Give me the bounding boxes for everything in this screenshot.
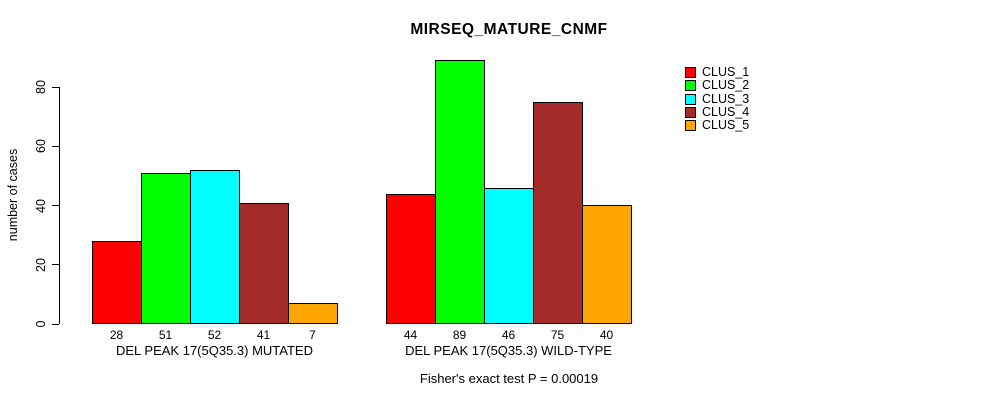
y-tick-mark-40 [52, 205, 59, 206]
bar-value-clus_3-group1: 52 [207, 328, 222, 342]
legend-swatch-clus_1 [685, 67, 696, 78]
legend-label-clus_1: CLUS_1 [702, 65, 750, 79]
y-tick-label-40: 40 [34, 198, 48, 213]
y-axis-line [59, 87, 60, 324]
y-tick-mark-20 [52, 264, 59, 266]
group-label-1: DEL PEAK 17(5Q35.3) MUTATED [116, 343, 313, 358]
group-label-2: DEL PEAK 17(5Q35.3) WILD-TYPE [405, 343, 612, 358]
bar-value-clus_2-group1: 51 [158, 328, 173, 342]
legend-swatch-clus_2 [685, 80, 696, 92]
bar-clus_3-group1 [190, 170, 240, 324]
bar-value-clus_3-group2: 46 [501, 328, 516, 342]
legend-label-clus_5: CLUS_5 [702, 118, 750, 133]
y-axis-label: number of cases [6, 148, 20, 242]
bar-value-clus_1-group1: 28 [109, 328, 124, 342]
bar-value-clus_4-group1: 41 [256, 328, 271, 342]
legend-label-clus_3: CLUS_3 [702, 91, 750, 106]
legend-swatch-clus_5 [685, 120, 696, 132]
chart-title: MIRSEQ_MATURE_CNMF [410, 21, 608, 38]
bar-clus_1-group1 [92, 241, 142, 324]
legend-label-clus_2: CLUS_2 [702, 78, 750, 93]
bar-value-clus_5-group1: 7 [309, 328, 316, 342]
bar-clus_4-group1 [239, 203, 289, 324]
y-tick-mark-0 [52, 323, 59, 325]
bar-clus_4-group2 [533, 102, 583, 324]
bar-value-clus_1-group2: 44 [403, 328, 418, 342]
fisher-test-annotation: Fisher's exact test P = 0.00019 [419, 371, 599, 386]
bar-clus_5-group2 [582, 205, 632, 324]
y-tick-mark-60 [52, 145, 59, 147]
legend-swatch-clus_3 [685, 93, 696, 105]
legend-swatch-clus_4 [685, 106, 696, 118]
bar-value-clus_5-group2: 40 [599, 328, 614, 342]
bar-value-clus_4-group2: 75 [550, 328, 565, 342]
bar-clus_2-group2 [435, 60, 485, 324]
y-tick-mark-80 [52, 86, 59, 88]
y-tick-label-80: 80 [34, 80, 48, 94]
bar-clus_5-group1 [288, 303, 338, 324]
bar-value-clus_2-group2: 89 [452, 328, 467, 342]
y-tick-label-20: 20 [34, 257, 48, 272]
y-tick-label-60: 60 [34, 139, 48, 154]
legend-label-clus_4: CLUS_4 [702, 104, 750, 119]
bar-clus_1-group2 [386, 194, 436, 324]
y-tick-label-0: 0 [34, 320, 48, 328]
bar-clus_2-group1 [141, 173, 191, 324]
bar-clus_3-group2 [484, 188, 534, 324]
